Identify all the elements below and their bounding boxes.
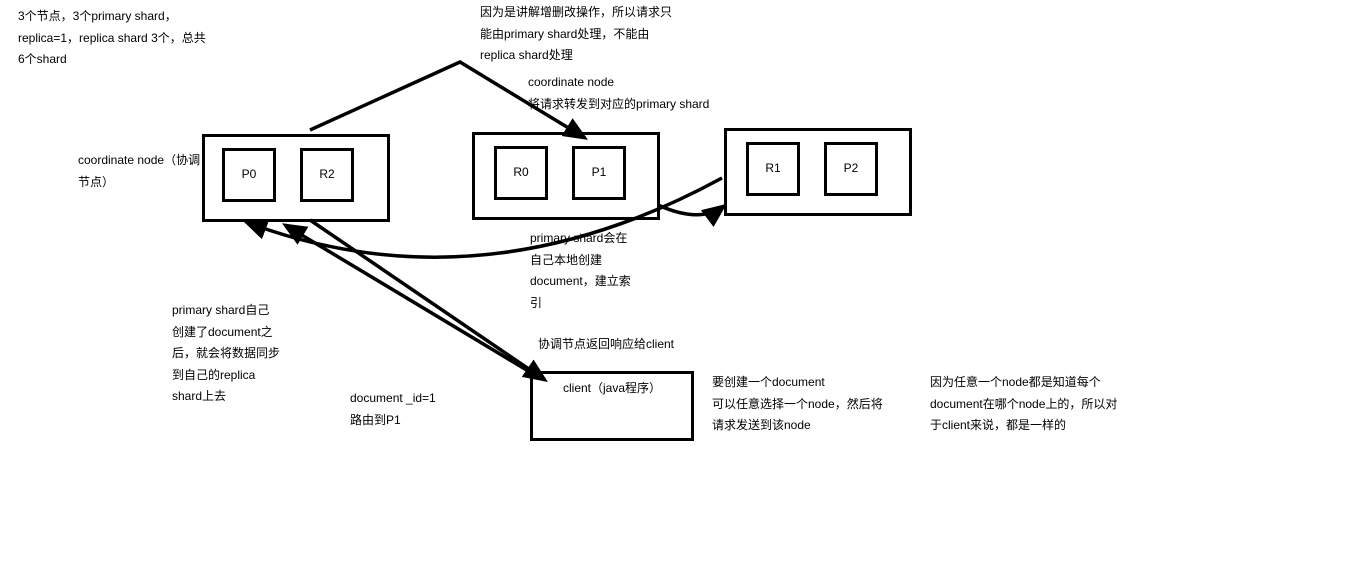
shard-label: P0: [242, 164, 257, 186]
shard-label: R2: [319, 164, 334, 186]
arrow-node2-to-node3: [658, 205, 724, 215]
shard-p1: P1: [572, 146, 626, 200]
shard-p2: P2: [824, 142, 878, 196]
shard-label: R0: [513, 162, 528, 184]
shard-label: P1: [592, 162, 607, 184]
shard-r2: R2: [300, 148, 354, 202]
text-create-doc: 要创建一个document 可以任意选择一个node，然后将 请求发送到该nod…: [712, 372, 883, 437]
shard-label: R1: [765, 158, 780, 180]
arrow-client-to-node1: [285, 225, 535, 375]
text-primary-local: primary shard会在 自己本地创建 document，建立索 引: [530, 228, 631, 314]
text-top-left: 3个节点，3个primary shard， replica=1，replica …: [18, 6, 206, 71]
client-label: client（java程序）: [563, 381, 661, 395]
arrow-node1-to-client: [310, 220, 545, 380]
shard-r1: R1: [746, 142, 800, 196]
text-coord-reply: 协调节点返回响应给client: [538, 334, 674, 356]
shard-p0: P0: [222, 148, 276, 202]
text-any-node: 因为任意一个node都是知道每个 document在哪个node上的，所以对 于…: [930, 372, 1117, 437]
shard-label: P2: [844, 158, 859, 180]
text-top-right: 因为是讲解增删改操作，所以请求只 能由primary shard处理，不能由 r…: [480, 2, 672, 67]
text-coord-forward: coordinate node 将请求转发到对应的primary shard: [528, 72, 709, 115]
shard-r0: R0: [494, 146, 548, 200]
text-doc-id: document _id=1 路由到P1: [350, 388, 436, 431]
client-box: client（java程序）: [530, 371, 694, 441]
text-primary-sync: primary shard自己 创建了document之 后，就会将数据同步 到…: [172, 300, 280, 408]
text-coord-label: coordinate node（协调 节点）: [78, 150, 200, 193]
